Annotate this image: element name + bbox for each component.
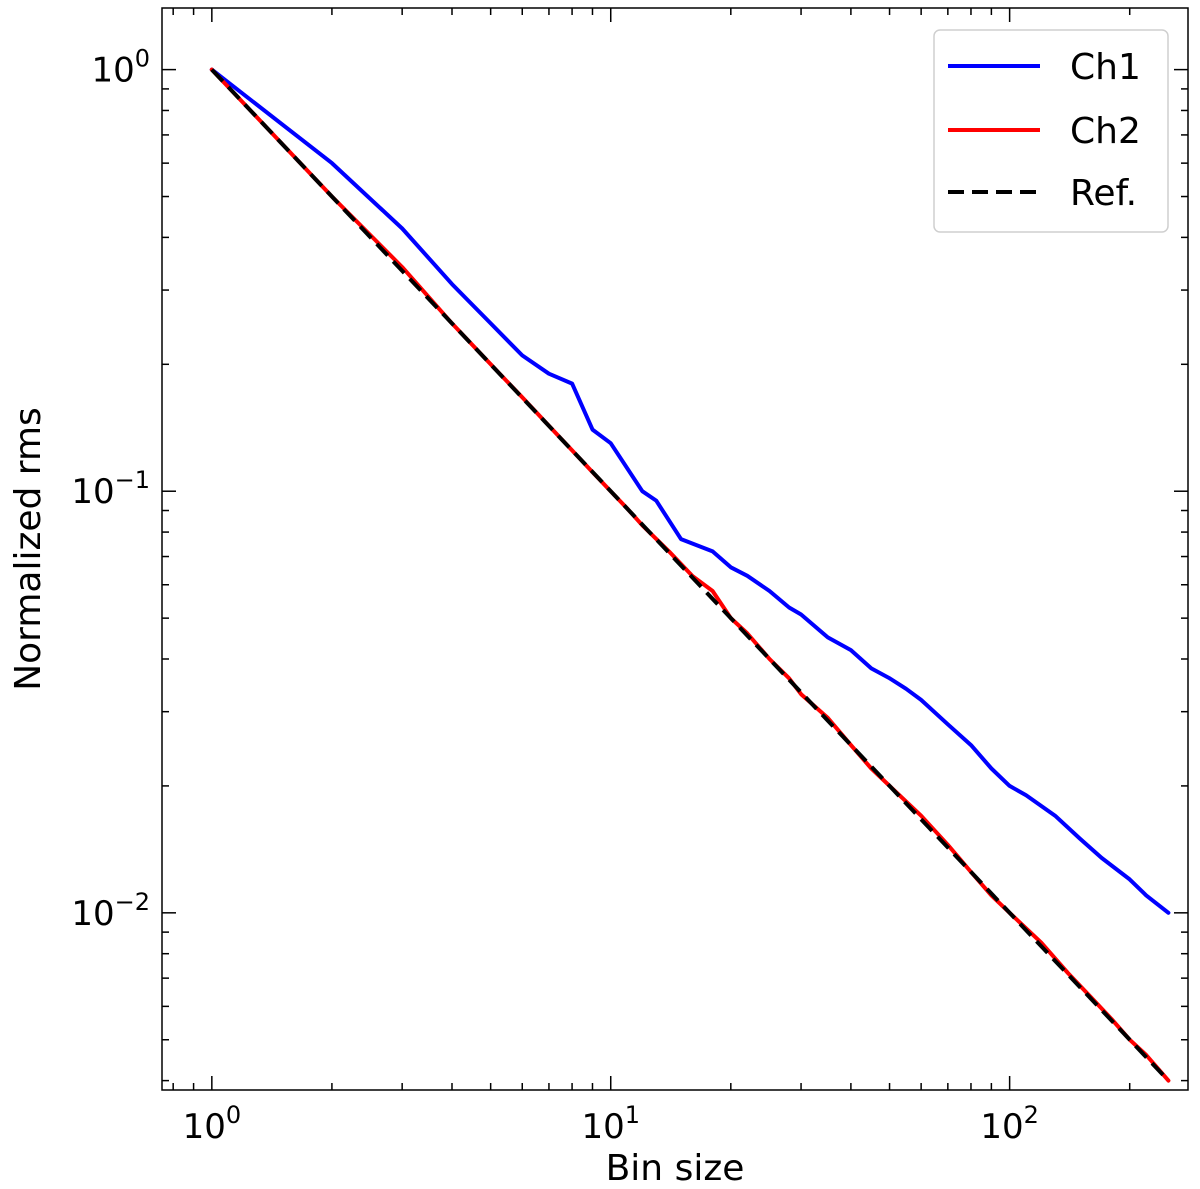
axis-ticks: 100 101 102 100 10−1 10−2 (71, 8, 1188, 1147)
legend-box (933, 29, 1169, 233)
series-layer (209, 67, 1171, 1083)
y-axis-label: Normalized rms (8, 407, 49, 691)
legend: Ch1 Ch2 Ref. (933, 29, 1169, 233)
legend-label-ref: Ref. (1070, 173, 1137, 214)
plot-frame (161, 7, 1189, 1091)
x-axis-label: Bin size (606, 1148, 745, 1189)
legend-label-ch1: Ch1 (1070, 47, 1141, 88)
series-line-ref (210, 68, 1170, 1082)
legend-label-ch2: Ch2 (1070, 111, 1141, 152)
x-tick-label: 100 (183, 1101, 242, 1147)
y-tick-label: 10−1 (71, 466, 150, 512)
series-line-ch1 (209, 67, 1171, 915)
x-tick-label: 102 (980, 1101, 1039, 1147)
x-tick-label: 101 (581, 1101, 640, 1147)
y-tick-label: 100 (91, 45, 150, 91)
y-tick-label: 10−2 (71, 888, 150, 934)
